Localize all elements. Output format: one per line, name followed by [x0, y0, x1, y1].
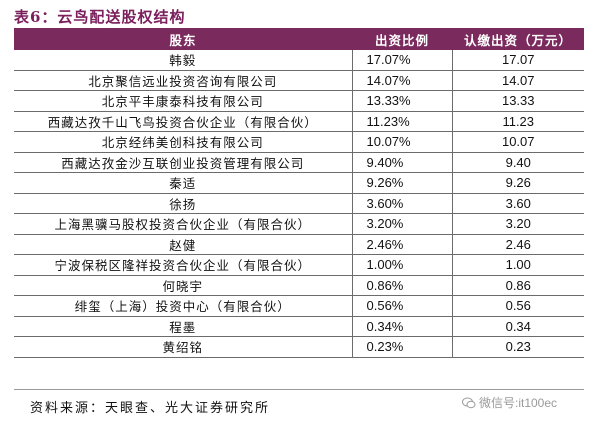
cell-shareholder: 北京平丰康泰科技有限公司 [14, 90, 353, 112]
cell-shareholder: 何晓宇 [14, 275, 353, 296]
cell-shareholder: 宁波保税区隆祥投资合伙企业（有限合伙） [14, 254, 353, 276]
cell-ratio: 17.07% [352, 50, 453, 71]
cell-shareholder: 西藏达孜千山飞鸟投资合伙企业（有限合伙） [14, 111, 353, 132]
cell-shareholder: 北京聚信远业投资咨询有限公司 [14, 70, 353, 91]
cell-subscribed: 0.56 [452, 295, 584, 317]
shareholder-table-container: 股东 出资比例 认缴出资（万元） 韩毅 17.07% 17.07 北京聚信远业投资咨询… [14, 28, 584, 358]
cell-ratio: 9.26% [352, 172, 453, 194]
cell-subscribed: 11.23 [452, 111, 584, 132]
watermark: 微信号:it100ec [462, 394, 557, 411]
cell-subscribed: 9.40 [452, 152, 584, 173]
table-row: 赵健 2.46% 2.46 [14, 234, 584, 255]
cell-subscribed: 0.86 [452, 275, 584, 296]
header-subscribed: 认缴出资（万元） [452, 28, 584, 50]
cell-ratio: 1.00% [352, 254, 453, 276]
cell-ratio: 0.86% [352, 275, 453, 296]
cell-shareholder: 黄绍铭 [14, 336, 353, 358]
cell-subscribed: 0.23 [452, 336, 584, 358]
cell-ratio: 0.23% [352, 336, 453, 358]
table-header-row: 股东 出资比例 认缴出资（万元） [14, 28, 584, 50]
cell-shareholder: 程墨 [14, 316, 353, 337]
table-row: 北京经纬美创科技有限公司 10.07% 10.07 [14, 131, 584, 153]
table-row: 何晓宇 0.86% 0.86 [14, 275, 584, 296]
table-row: 北京平丰康泰科技有限公司 13.33% 13.33 [14, 90, 584, 112]
cell-ratio: 2.46% [352, 234, 453, 255]
cell-subscribed: 3.60 [452, 193, 584, 214]
cell-shareholder: 绯玺（上海）投资中心（有限合伙） [14, 295, 353, 317]
cell-ratio: 13.33% [352, 90, 453, 112]
cell-ratio: 14.07% [352, 70, 453, 91]
cell-ratio: 9.40% [352, 152, 453, 173]
cell-subscribed: 9.26 [452, 172, 584, 194]
cell-shareholder: 秦适 [14, 172, 353, 194]
table-row: 西藏达孜金沙互联创业投资管理有限公司 9.40% 9.40 [14, 152, 584, 173]
cell-subscribed: 1.00 [452, 254, 584, 276]
cell-subscribed: 17.07 [452, 50, 584, 71]
cell-shareholder: 赵健 [14, 234, 353, 255]
cell-ratio: 3.20% [352, 213, 453, 235]
header-ratio: 出资比例 [352, 28, 452, 50]
cell-ratio: 10.07% [352, 131, 453, 153]
table-row: 程墨 0.34% 0.34 [14, 316, 584, 337]
table-bottom-rule [14, 389, 584, 390]
table-row: 秦适 9.26% 9.26 [14, 172, 584, 194]
table-row: 上海黑骥马股权投资合伙企业（有限合伙） 3.20% 3.20 [14, 213, 584, 235]
source-note: 资料来源：天眼查、光大证券研究所 [30, 401, 271, 416]
cell-ratio: 11.23% [352, 111, 453, 132]
cell-subscribed: 0.34 [452, 316, 584, 337]
cell-subscribed: 14.07 [452, 70, 584, 91]
table-row: 韩毅 17.07% 17.07 [14, 50, 584, 71]
cell-ratio: 3.60% [352, 193, 453, 214]
cell-shareholder: 徐扬 [14, 193, 353, 214]
table-row: 徐扬 3.60% 3.60 [14, 193, 584, 214]
cell-subscribed: 3.20 [452, 213, 584, 235]
table-row: 宁波保税区隆祥投资合伙企业（有限合伙） 1.00% 1.00 [14, 254, 584, 276]
table-title: 表6：云鸟配送股权结构 [14, 8, 186, 26]
table-row: 绯玺（上海）投资中心（有限合伙） 0.56% 0.56 [14, 295, 584, 317]
header-shareholder: 股东 [14, 28, 352, 50]
cell-ratio: 0.34% [352, 316, 453, 337]
table-row: 北京聚信远业投资咨询有限公司 14.07% 14.07 [14, 70, 584, 91]
table-row: 西藏达孜千山飞鸟投资合伙企业（有限合伙） 11.23% 11.23 [14, 111, 584, 132]
cell-ratio: 0.56% [352, 295, 453, 317]
wechat-icon [462, 397, 476, 408]
cell-shareholder: 北京经纬美创科技有限公司 [14, 131, 353, 153]
cell-subscribed: 13.33 [452, 90, 584, 112]
shareholder-table: 股东 出资比例 认缴出资（万元） 韩毅 17.07% 17.07 北京聚信远业投资咨询… [14, 28, 584, 358]
table-row: 黄绍铭 0.23% 0.23 [14, 336, 584, 358]
cell-shareholder: 上海黑骥马股权投资合伙企业（有限合伙） [14, 213, 353, 235]
cell-subscribed: 2.46 [452, 234, 584, 255]
cell-shareholder: 韩毅 [14, 50, 353, 71]
cell-shareholder: 西藏达孜金沙互联创业投资管理有限公司 [14, 152, 353, 173]
cell-subscribed: 10.07 [452, 131, 584, 153]
watermark-text: 微信号:it100ec [479, 396, 558, 410]
